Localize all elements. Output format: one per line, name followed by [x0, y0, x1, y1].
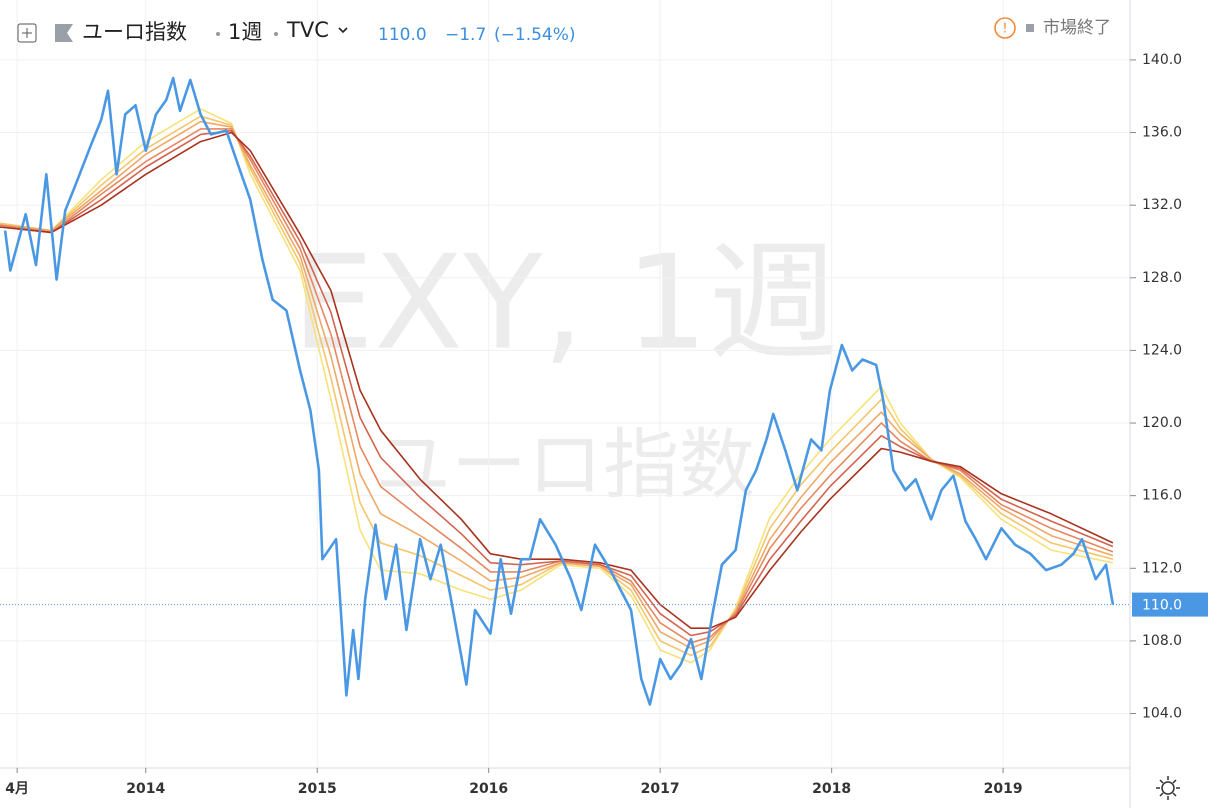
separator	[274, 32, 278, 36]
symbol[interactable]: ユーロ指数	[82, 20, 187, 44]
change-percent: (−1.54%)	[494, 25, 576, 45]
series-line	[0, 108, 1114, 664]
y-tick-label: 108.0	[1142, 633, 1182, 649]
last-price-box	[1132, 592, 1208, 617]
add-icon[interactable]	[17, 23, 37, 43]
last-price-label: 110.0	[1142, 598, 1182, 614]
y-tick-label: 132.0	[1142, 197, 1182, 213]
settings-icon	[1156, 776, 1180, 800]
x-tick-label: 4月	[5, 781, 29, 797]
separator	[216, 32, 220, 36]
y-tick-label: 136.0	[1142, 125, 1182, 141]
series-line	[3, 76, 1115, 706]
watermark-subtitle: ユーロ指数	[375, 420, 755, 509]
watermark-title: EXY, 1週	[292, 227, 838, 379]
y-tick-label: 120.0	[1142, 415, 1182, 431]
y-tick-label: 104.0	[1142, 706, 1182, 722]
y-tick-label: 140.0	[1142, 52, 1182, 68]
exchange[interactable]: TVC	[286, 18, 329, 42]
x-tick-label: 2014	[126, 781, 165, 797]
series-line	[0, 131, 1114, 629]
interval[interactable]: 1週	[228, 20, 262, 44]
y-tick-label: 112.0	[1142, 560, 1182, 576]
y-tick-label: 116.0	[1142, 488, 1182, 504]
status-icon[interactable]	[994, 17, 1016, 39]
change: −1.7	[445, 25, 486, 45]
y-tick-label: 124.0	[1142, 342, 1182, 358]
flag-icon[interactable]	[55, 24, 73, 42]
series-line	[0, 115, 1114, 657]
settings-icon	[1161, 781, 1175, 795]
plot	[0, 76, 1130, 706]
market-status: 市場終了	[1043, 18, 1111, 38]
series-line	[0, 120, 1114, 649]
status-icon: !	[1002, 22, 1007, 37]
chevron[interactable]	[338, 27, 348, 34]
x-tick-label: 2017	[641, 781, 680, 797]
x-tick-label: 2018	[812, 781, 851, 797]
last-price: 110.0	[378, 25, 427, 45]
add-icon	[22, 28, 32, 38]
x-tick-label: 2015	[298, 781, 337, 797]
y-tick-label: 128.0	[1142, 270, 1182, 286]
x-tick-label: 2019	[984, 781, 1023, 797]
x-tick-label: 2016	[469, 781, 508, 797]
grid	[0, 0, 1130, 768]
axes: 104.0 108.0 112.0 116.0 120.0 124.0 128.0 132.0…	[5, 52, 1208, 797]
settings-icon[interactable]	[1156, 776, 1180, 800]
status-dot	[1026, 24, 1034, 32]
